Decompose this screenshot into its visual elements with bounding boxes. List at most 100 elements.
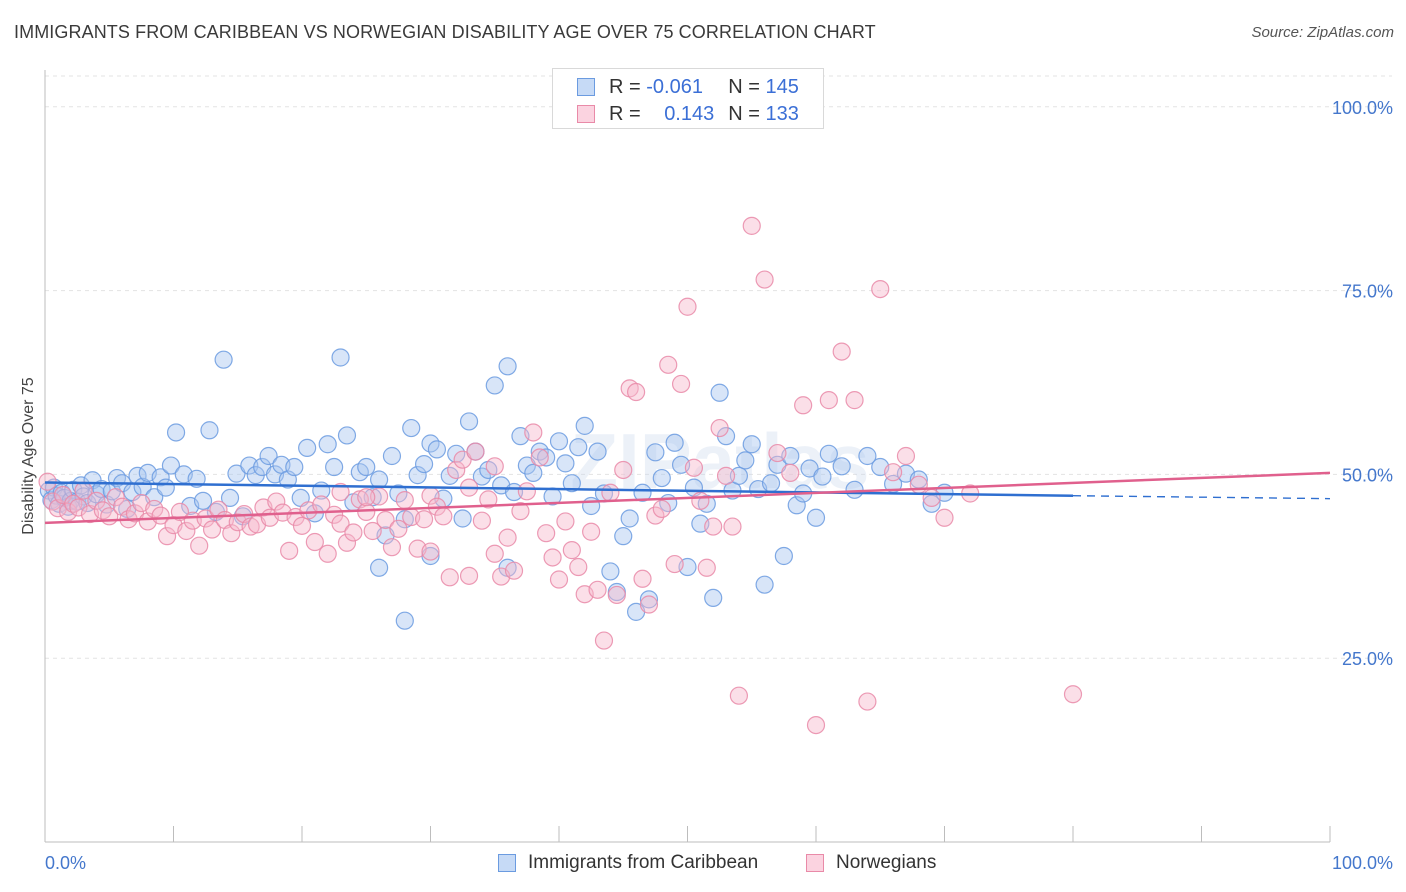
norwegian-point bbox=[267, 492, 286, 511]
caribbean-point bbox=[761, 474, 781, 493]
caribbean-point bbox=[453, 509, 472, 528]
legend-row-norwegians: R = 0.143 N = 133 bbox=[577, 102, 799, 126]
caribbean-point bbox=[549, 432, 569, 451]
caribbean-point bbox=[562, 474, 581, 493]
norwegian-point bbox=[896, 446, 916, 466]
caribbean-point bbox=[472, 467, 491, 486]
norwegian-point bbox=[222, 524, 241, 543]
norwegian-point bbox=[781, 463, 800, 483]
bottom-legend-label-norwegians: Norwegians bbox=[836, 852, 937, 873]
caribbean-point bbox=[285, 457, 304, 477]
caribbean-point bbox=[633, 483, 652, 502]
caribbean-point bbox=[166, 423, 186, 442]
caribbean-point bbox=[556, 454, 575, 473]
norwegian-point bbox=[305, 532, 324, 552]
caribbean-point bbox=[819, 444, 838, 463]
norwegian-point bbox=[69, 498, 88, 517]
norwegian-point bbox=[697, 558, 716, 577]
caribbean-point bbox=[832, 457, 851, 476]
caribbean-point bbox=[800, 459, 819, 478]
caribbean-point bbox=[459, 412, 479, 431]
norwegian-point bbox=[543, 548, 562, 567]
norwegian-point bbox=[582, 522, 601, 541]
norwegian-point bbox=[652, 499, 671, 519]
legend-swatch-caribbean bbox=[577, 78, 595, 96]
chart-title: IMMIGRANTS FROM CARIBBEAN VS NORWEGIAN D… bbox=[14, 22, 876, 42]
norwegian-point bbox=[466, 442, 485, 461]
norwegian-point bbox=[106, 488, 125, 507]
y-tick-label: 25.0% bbox=[1342, 649, 1393, 669]
norwegian-point bbox=[485, 457, 504, 476]
caribbean-point bbox=[710, 383, 729, 402]
norwegian-point bbox=[434, 507, 453, 526]
caribbean-point bbox=[151, 468, 170, 487]
y-axis-label: Disability Age Over 75 bbox=[20, 377, 37, 535]
caribbean-point bbox=[774, 546, 793, 566]
norwegian-point bbox=[883, 463, 903, 482]
caribbean-point bbox=[620, 509, 639, 528]
norwegian-point bbox=[177, 521, 196, 541]
norwegian-point bbox=[723, 517, 742, 536]
norwegian-point bbox=[1063, 685, 1083, 704]
legend-r-value-caribbean: -0.061 bbox=[646, 75, 703, 98]
norwegian-point bbox=[331, 514, 350, 533]
norwegian-point bbox=[530, 448, 549, 467]
caribbean-point bbox=[569, 438, 588, 457]
norwegian-point bbox=[318, 544, 337, 563]
caribbean-point bbox=[357, 457, 376, 477]
norwegian-point bbox=[459, 566, 479, 585]
legend-r-label: R = bbox=[609, 102, 641, 125]
norwegian-point bbox=[691, 491, 710, 510]
y-tick-label: 75.0% bbox=[1342, 282, 1393, 302]
caribbean-point bbox=[646, 443, 665, 462]
caribbean-point bbox=[588, 442, 607, 461]
norwegian-point bbox=[485, 544, 504, 563]
caribbean-point bbox=[537, 448, 556, 467]
norwegian-point bbox=[607, 585, 626, 605]
norwegian-point bbox=[646, 506, 665, 525]
legend-n-value-caribbean: 145 bbox=[765, 75, 799, 98]
legend-row-caribbean: R = -0.061 N = 145 bbox=[577, 75, 799, 99]
norwegian-point bbox=[498, 528, 517, 547]
caribbean-point bbox=[575, 416, 594, 435]
norwegian-point bbox=[742, 216, 761, 235]
norwegian-point bbox=[832, 342, 851, 361]
caribbean-point bbox=[787, 496, 806, 515]
norwegian-point bbox=[858, 692, 877, 711]
caribbean-point bbox=[187, 469, 206, 488]
norwegian-point bbox=[170, 502, 190, 521]
correlation-legend: R = -0.061 N = 145 R = 0.143 N = 133 bbox=[552, 68, 824, 129]
norwegian-point bbox=[755, 270, 774, 289]
norwegian-point bbox=[209, 500, 228, 519]
caribbean-point bbox=[517, 456, 536, 475]
norwegian-point bbox=[794, 396, 813, 415]
norwegian-point bbox=[157, 527, 177, 546]
norwegian-point bbox=[556, 512, 575, 531]
caribbean-point bbox=[408, 466, 427, 485]
norwegian-point bbox=[472, 511, 491, 530]
legend-n-value-norwegians: 133 bbox=[765, 102, 799, 125]
caribbean-point bbox=[382, 446, 402, 466]
source-label: Source: ZipAtlas.com bbox=[1251, 24, 1394, 41]
norwegian-point bbox=[684, 458, 704, 477]
trendline-norwegians bbox=[44, 471, 1331, 525]
norwegian-point bbox=[202, 520, 222, 539]
caribbean-point bbox=[524, 463, 543, 483]
norwegian-point bbox=[87, 491, 106, 510]
caribbean-point bbox=[298, 438, 317, 458]
norwegian-point bbox=[479, 490, 498, 509]
caribbean-point bbox=[156, 478, 175, 497]
caribbean-point bbox=[337, 426, 357, 445]
caribbean-point bbox=[742, 435, 761, 454]
norwegian-point bbox=[845, 391, 864, 410]
norwegian-point bbox=[601, 483, 620, 502]
caribbean-point bbox=[813, 467, 832, 486]
norwegian-point bbox=[659, 355, 678, 374]
norwegian-point bbox=[190, 536, 209, 555]
norwegian-point bbox=[806, 715, 826, 735]
norwegian-point bbox=[633, 569, 652, 588]
legend-swatch-norwegians bbox=[577, 105, 595, 123]
norwegian-point bbox=[871, 280, 890, 299]
norwegian-point bbox=[710, 418, 729, 438]
caribbean-point bbox=[582, 496, 601, 516]
